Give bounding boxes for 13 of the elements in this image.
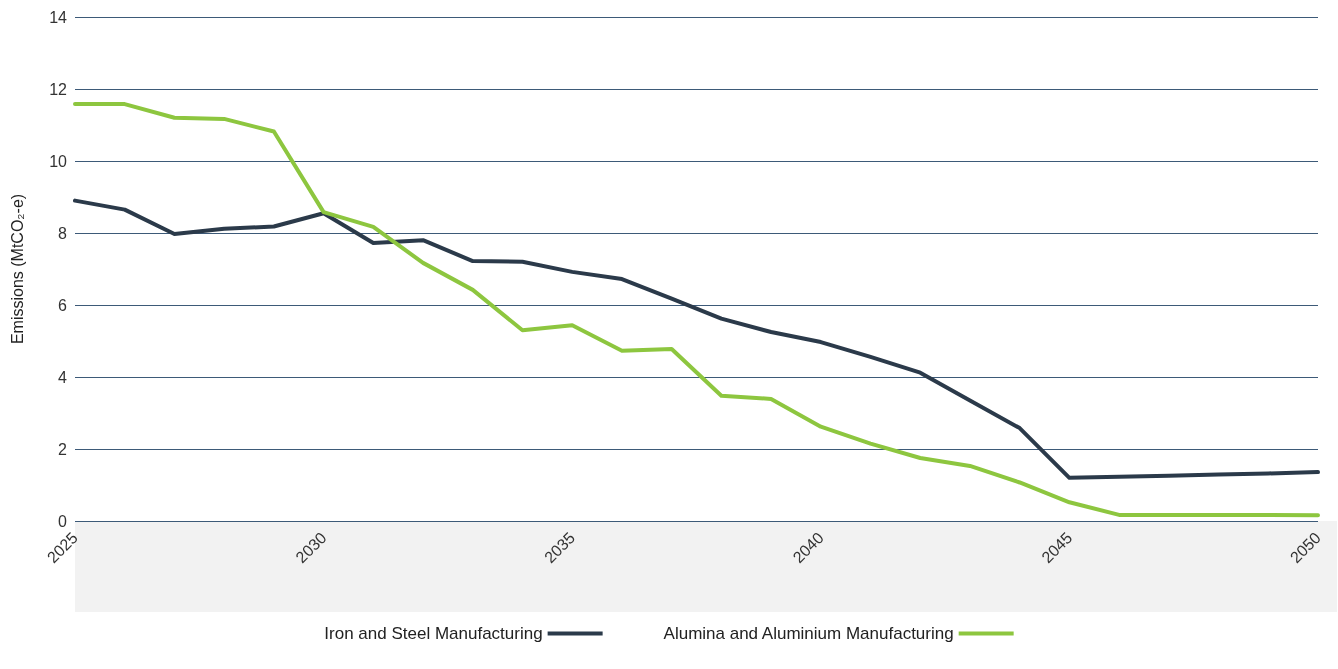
y-tick-label: 6 — [58, 296, 68, 314]
y-tick-label: 0 — [58, 512, 68, 530]
y-tick-label: 12 — [49, 80, 68, 98]
y-tick-label: 10 — [49, 152, 68, 170]
legend-label: Iron and Steel Manufacturing — [324, 624, 543, 643]
line-series — [73, 102, 1320, 518]
y-tick-label: 2 — [58, 440, 68, 458]
y-axis-title: Emissions (MtCO₂-e) — [8, 193, 26, 345]
y-tick-label: 14 — [49, 8, 68, 26]
y-tick-label: 8 — [58, 224, 68, 242]
line-series — [73, 198, 1320, 480]
y-tick-label: 4 — [58, 368, 68, 386]
legend-label: Alumina and Aluminium Manufacturing — [663, 624, 954, 643]
